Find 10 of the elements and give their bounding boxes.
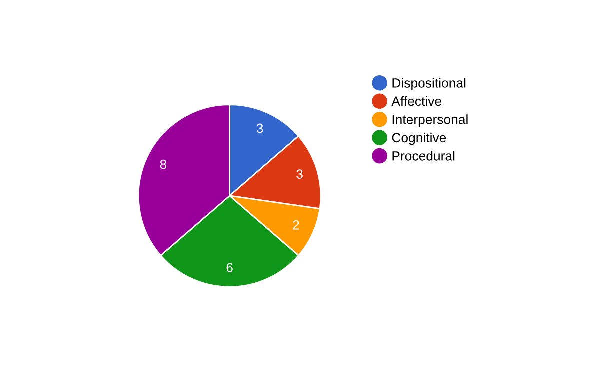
data-label: 2: [293, 220, 300, 230]
legend-label: Affective: [392, 96, 442, 106]
legend-label: Procedural: [392, 151, 455, 161]
data-label: 3: [256, 124, 264, 134]
legend-label: Dispositional: [392, 78, 466, 90]
data-label: 6: [226, 263, 233, 272]
data-label: 8: [160, 160, 167, 170]
data-label: 3: [296, 170, 303, 179]
legend-label: Interpersonal: [392, 114, 468, 127]
legend-label: Cognitive: [392, 132, 446, 146]
